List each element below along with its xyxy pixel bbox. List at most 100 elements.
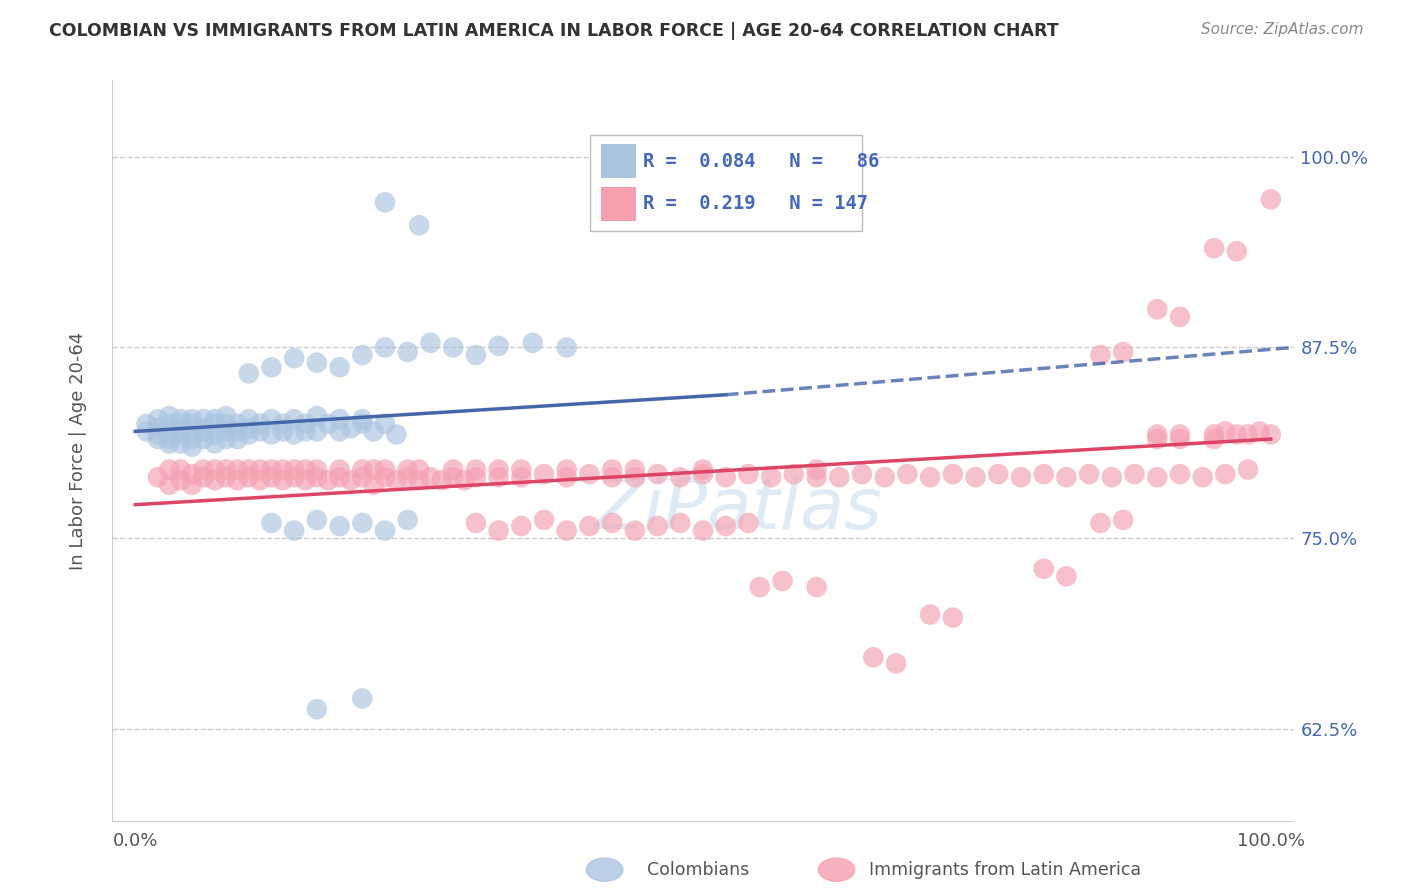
Point [385,473,408,487]
Point [1010,470,1032,484]
Point [1215,425,1237,439]
Point [374,524,396,538]
Point [363,462,385,476]
Point [305,409,328,423]
Point [1237,427,1260,442]
Point [352,417,374,431]
Point [1191,470,1213,484]
Point [157,462,180,476]
Point [942,610,965,624]
Point [1112,345,1135,359]
Point [884,657,907,671]
Point [352,348,374,362]
Point [316,417,339,431]
Point [374,470,396,484]
Point [352,412,374,426]
Point [464,470,486,484]
Text: R =  0.084   N =   86: R = 0.084 N = 86 [644,152,880,171]
Point [215,470,238,484]
Point [340,421,363,435]
Point [294,417,316,431]
Text: ZiPatlas: ZiPatlas [595,475,883,544]
Point [1168,432,1191,446]
Point [169,412,191,426]
Point [260,412,283,426]
Point [363,478,385,492]
Point [157,478,180,492]
Point [714,470,737,484]
Text: Source: ZipAtlas.com: Source: ZipAtlas.com [1201,22,1364,37]
Point [181,440,204,454]
Text: R =  0.219   N = 147: R = 0.219 N = 147 [644,194,869,213]
Point [157,417,180,431]
Point [1146,302,1168,317]
Point [329,412,352,426]
Point [1260,192,1282,206]
Point [305,470,328,484]
Point [249,462,271,476]
Point [204,473,226,487]
Point [374,417,396,431]
Point [851,467,873,482]
Point [748,580,770,594]
Point [271,425,294,439]
Point [193,470,215,484]
Point [1078,467,1101,482]
Point [488,339,510,353]
Point [249,425,271,439]
Point [260,516,283,530]
Point [146,421,169,435]
Point [806,580,828,594]
Point [600,470,623,484]
Point [193,412,215,426]
Point [408,473,430,487]
Point [441,340,464,354]
Point [510,462,533,476]
Point [215,409,238,423]
Point [283,462,305,476]
Point [305,356,328,370]
Point [238,412,260,426]
Point [305,702,328,716]
Point [157,432,180,446]
Point [714,519,737,533]
Point [1237,462,1260,476]
Point [1032,467,1054,482]
Point [510,470,533,484]
Point [283,351,305,365]
Point [772,574,794,588]
Point [555,524,578,538]
Point [408,219,430,233]
Point [1202,432,1225,446]
Point [510,519,533,533]
Point [806,462,828,476]
Point [1123,467,1146,482]
Text: Immigrants from Latin America: Immigrants from Latin America [869,861,1142,879]
Point [204,436,226,450]
Point [1226,244,1249,259]
Point [181,425,204,439]
Point [522,335,544,350]
Point [146,470,169,484]
Point [294,425,316,439]
Point [896,467,918,482]
Point [181,417,204,431]
Point [283,427,305,442]
Point [260,427,283,442]
Point [226,462,249,476]
Point [759,470,782,484]
Point [1168,310,1191,324]
Point [1260,427,1282,442]
Point [1215,467,1237,482]
Point [157,436,180,450]
Point [329,470,352,484]
Point [578,519,600,533]
Point [340,473,363,487]
Y-axis label: In Labor Force | Age 20-64: In Labor Force | Age 20-64 [69,331,87,570]
Point [692,462,714,476]
Point [169,425,191,439]
Point [408,462,430,476]
Point [600,516,623,530]
Point [352,462,374,476]
Point [157,425,180,439]
